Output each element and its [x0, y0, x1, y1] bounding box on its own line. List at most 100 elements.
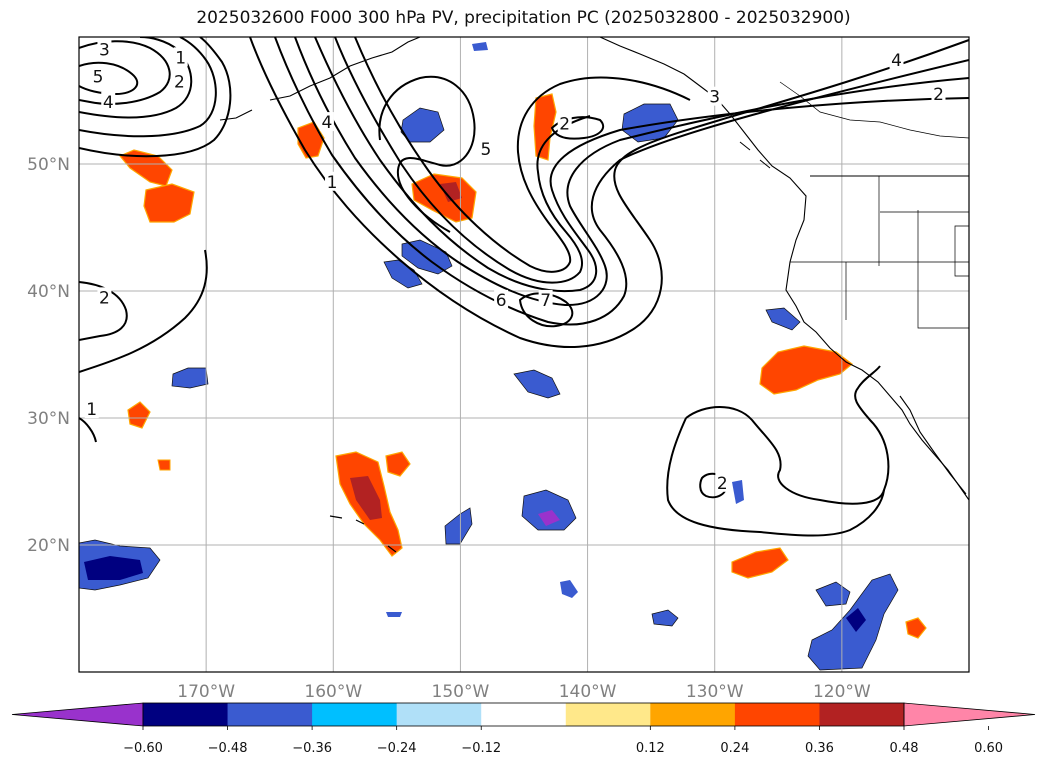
colorbar-segment	[312, 703, 398, 726]
contour-label: 5	[480, 140, 491, 160]
contour-label: 4	[891, 51, 902, 71]
contour-label: 4	[103, 93, 114, 113]
colorbar-segment	[227, 703, 313, 726]
contour-label-bg	[91, 66, 106, 86]
contour-label-bg	[538, 289, 553, 309]
contour-label-bg	[319, 112, 334, 132]
lat-tick-label: 20°N	[27, 536, 70, 556]
colorbar-tick-label: −0.48	[208, 741, 248, 756]
precip-patch	[905, 617, 927, 639]
precip-patch	[157, 459, 171, 471]
precip-patch	[533, 93, 557, 161]
contour-label: 1	[175, 48, 186, 68]
precip-patch	[521, 489, 577, 531]
lon-tick-label: 130°W	[686, 682, 744, 702]
colorbar-segment	[565, 703, 651, 726]
colorbar-tick-label: −0.36	[292, 741, 332, 756]
contour-label-bg	[325, 171, 340, 191]
colorbar-segment	[819, 703, 905, 726]
colorbar-segment	[734, 703, 820, 726]
contour-label: 7	[540, 291, 551, 311]
contour-label-bg	[172, 71, 187, 91]
contour-label-bg	[101, 91, 116, 111]
colorbar-segment	[650, 703, 736, 726]
contour-label: 2	[933, 85, 944, 105]
precip-patch	[732, 480, 744, 504]
precip-patch	[759, 345, 853, 395]
colorbar-segment	[481, 703, 567, 726]
precip-patch	[119, 149, 173, 187]
precip-patch	[84, 556, 143, 580]
colorbar-segment	[396, 703, 482, 726]
precip-patch	[400, 107, 445, 143]
precip-patch	[538, 510, 560, 526]
contour-label-bg	[97, 287, 112, 307]
contour-label: 2	[99, 288, 110, 308]
precip-patch	[143, 183, 195, 223]
coastlines	[219, 37, 969, 553]
colorbar-tick-label: 0.36	[805, 741, 834, 756]
colorbar-tick-label: 0.12	[636, 741, 665, 756]
precip-patch	[765, 307, 801, 331]
lon-tick-label: 170°W	[177, 682, 235, 702]
precip-patch	[440, 182, 462, 202]
contour-label-bg	[494, 289, 509, 309]
colorbar-extend-high	[903, 702, 1036, 727]
contour-label: 4	[322, 113, 333, 133]
contour-label: 2	[174, 72, 185, 92]
map-title: 2025032600 F000 300 hPa PV, precipitatio…	[196, 8, 851, 28]
lat-tick-label: 40°N	[27, 282, 70, 302]
colorbar-tick-label: 0.60	[974, 741, 1003, 756]
lon-tick-label: 140°W	[559, 682, 617, 702]
contour-label: 2	[717, 474, 728, 494]
precip-patch	[472, 42, 488, 51]
precip-patch	[513, 369, 561, 399]
precip-patch	[731, 547, 789, 579]
precip-patch	[560, 580, 578, 598]
contour-label: 5	[93, 67, 104, 87]
contour-label-bg	[173, 47, 188, 67]
contour-label: 6	[496, 291, 507, 311]
contour-label: 3	[99, 41, 110, 61]
precip-patch	[385, 451, 411, 477]
colorbar-tick-label: 0.24	[720, 741, 749, 756]
precip-patch	[846, 608, 866, 632]
precip-patch	[815, 581, 851, 607]
precip-patch	[127, 401, 151, 429]
colorbar-tick-label: −0.60	[123, 741, 163, 756]
contour-label-bg	[84, 399, 99, 419]
lon-tick-label: 150°W	[432, 682, 490, 702]
precip-patch	[350, 476, 382, 520]
colorbar-segment	[143, 703, 229, 726]
colorbar-tick-label: −0.12	[461, 741, 501, 756]
contour-label: 2	[559, 114, 570, 134]
contour-label-bg	[97, 39, 112, 59]
pv-contours	[79, 37, 969, 537]
contour-label: 3	[709, 88, 720, 108]
precip-patch	[651, 609, 679, 627]
contour-label-bg	[889, 49, 904, 69]
colorbar-tick-label: 0.48	[890, 741, 919, 756]
lat-tick-label: 50°N	[27, 155, 70, 175]
latitude-labels: 20°N 30°N 40°N 50°N	[27, 155, 70, 556]
precip-patch	[383, 259, 423, 289]
lon-tick-label: 120°W	[813, 682, 871, 702]
contour-label-bg	[478, 138, 493, 158]
colorbar: −0.60 −0.48 −0.36 −0.24 −0.12 0.12 0.24 0.36 0.4…	[11, 702, 1036, 756]
contour-label-bg	[715, 472, 730, 492]
contour-label: 1	[327, 173, 338, 193]
lat-tick-label: 30°N	[27, 409, 70, 429]
longitude-labels: 170°W 160°W 150°W 140°W 130°W 120°W	[177, 682, 871, 702]
precip-patch	[621, 103, 679, 143]
contour-label-bg	[931, 84, 946, 104]
lon-tick-label: 160°W	[304, 682, 362, 702]
precip-patch	[444, 507, 473, 545]
contour-label: 1	[86, 400, 97, 420]
colorbar-extend-low	[11, 702, 144, 727]
contour-label-bg	[707, 86, 722, 106]
contour-labels: 3 1 5 2 4 4 1 5 2 3 4 2 2 6 7 1 2	[84, 39, 946, 494]
precip-patch	[386, 612, 402, 617]
map-frame	[78, 36, 970, 673]
colorbar-tick-label: −0.24	[377, 741, 417, 756]
